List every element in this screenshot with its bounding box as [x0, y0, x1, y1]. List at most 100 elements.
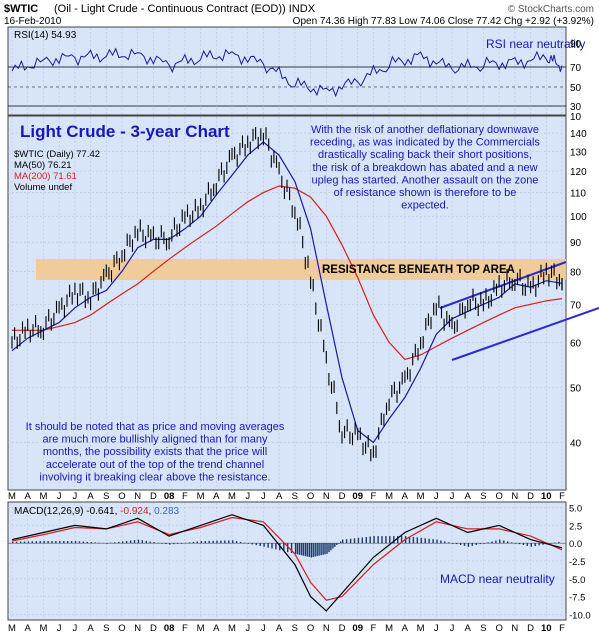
macd-hist-bar: [212, 540, 214, 544]
macd-hist-bar: [192, 541, 195, 544]
macd-hist-bar: [118, 541, 120, 544]
macd-hist-bar: [318, 543, 320, 556]
macd-hist-bar: [495, 540, 497, 544]
macd-grid: [8, 503, 566, 619]
month-label: O: [307, 623, 314, 634]
macd-hist-bar: [471, 543, 473, 546]
bottom-note-text: It should be noted that as price and mov…: [26, 421, 285, 483]
macd-hist-bar: [503, 540, 505, 544]
month-label: A: [276, 623, 283, 634]
macd-hist-bar: [507, 541, 509, 544]
macd-hist-bar: [251, 543, 253, 545]
macd-hist-bar: [369, 536, 371, 544]
month-label: J: [434, 491, 439, 502]
month-label: M: [39, 623, 47, 634]
macd-hist-bar: [82, 541, 85, 544]
legend-ma50: MA(50) 76.21: [14, 160, 72, 171]
month-label: O: [495, 491, 502, 502]
month-label: F: [182, 491, 188, 502]
macd-hist-bar: [518, 543, 521, 545]
month-label: M: [8, 491, 16, 502]
macd-hist-bar: [228, 540, 230, 544]
macd-hist-bar: [440, 540, 442, 544]
legend-ma200: MA(200) 71.61: [14, 171, 77, 182]
macd-hist-bar: [102, 542, 104, 544]
price-tick: 110: [570, 189, 586, 200]
chart-date: 16-Feb-2010: [4, 16, 62, 27]
macd-hist-bar: [243, 542, 246, 544]
macd-hist-bar: [336, 543, 338, 545]
macd-hist-bar: [400, 536, 403, 544]
macd-hist-bar: [381, 536, 383, 544]
macd-hist-bar: [290, 543, 293, 553]
macd-hist-bar: [70, 541, 73, 544]
macd-hist-bar: [491, 541, 493, 544]
month-label: J: [450, 491, 455, 502]
month-label: S: [103, 623, 109, 634]
macd-hist-bar: [310, 543, 312, 558]
macd-hist-bar: [428, 538, 430, 544]
macd-hist-bar: [239, 541, 242, 544]
macd-legend: MACD(12,26,9) -0.641, -0.924, 0.283: [14, 506, 180, 517]
symbol-label: $WTIC: [4, 3, 38, 15]
macd-hist-bar: [180, 543, 183, 544]
rsi-panel: [7, 26, 567, 116]
macd-hist-bar: [408, 536, 411, 544]
month-label: A: [87, 623, 94, 634]
price-tick: 60: [570, 338, 582, 349]
macd-hist-bar: [514, 543, 517, 544]
macd-hist-bar: [420, 537, 422, 544]
macd-tick: 0.0: [569, 539, 582, 550]
month-label: M: [228, 623, 236, 634]
month-label: J: [57, 623, 62, 634]
macd-hist-bar: [345, 539, 348, 544]
macd-hist-bar: [328, 543, 330, 553]
macd-tick: -7.5: [569, 593, 585, 604]
macd-tick: 5.0: [569, 504, 582, 515]
macd-tick: -2.5: [569, 557, 585, 568]
macd-hist-bar: [436, 539, 438, 544]
macd-hist-bar: [330, 543, 332, 551]
month-axis-bottom: M A M J J A S O N D 08 F M A M J J A S O N D 09 F M A M J J A S O N D 10 F: [8, 623, 565, 634]
price-tick: 40: [570, 438, 582, 449]
macd-hist-bar: [137, 539, 140, 544]
macd-hist-bar: [302, 543, 305, 556]
macd-hist-bar: [475, 543, 477, 545]
macd-hist-bar: [165, 543, 167, 544]
price-tick: 50: [570, 383, 582, 394]
month-label: A: [213, 623, 220, 634]
macd-hist-bar: [23, 541, 26, 544]
macd-tick: -10.0: [569, 610, 591, 621]
month-label: M: [417, 623, 425, 634]
macd-hist-bar: [90, 542, 92, 544]
macd-hist-bar: [267, 543, 269, 548]
macd-hist-bar: [153, 542, 155, 544]
month-label: J: [72, 491, 77, 502]
macd-hist-bar: [271, 543, 273, 549]
macd-hist-bar: [114, 542, 116, 544]
resistance-band: [36, 259, 566, 280]
macd-hist-bar: [232, 540, 234, 544]
month-label: 09: [352, 623, 363, 634]
macd-hist-bar: [357, 537, 360, 544]
rsi-line: [11, 47, 563, 98]
macd-hist-bar: [499, 539, 501, 544]
macd-hist-bar: [149, 541, 151, 544]
macd-hist-bar: [349, 538, 352, 544]
macd-hist-bar: [316, 543, 318, 557]
macd-hist-bar: [324, 543, 326, 555]
month-label: A: [402, 623, 409, 634]
macd-histogram: [12, 536, 560, 558]
macd-hist-bar: [188, 542, 191, 544]
month-label: S: [480, 623, 486, 634]
macd-hist-bar: [397, 536, 399, 544]
month-label: F: [371, 623, 377, 634]
price-legend: $WTIC (Daily) 77.42 MA(50) 76.21 MA(200)…: [14, 149, 100, 193]
month-label: A: [213, 491, 220, 502]
macd-hist-bar: [377, 536, 379, 544]
macd-hist-bar: [196, 541, 198, 544]
chart-title: Light Crude - 3-year Chart: [20, 122, 230, 141]
macd-hist-bar: [51, 541, 53, 544]
macd-hist-bar: [19, 541, 22, 544]
month-label: S: [292, 623, 298, 634]
